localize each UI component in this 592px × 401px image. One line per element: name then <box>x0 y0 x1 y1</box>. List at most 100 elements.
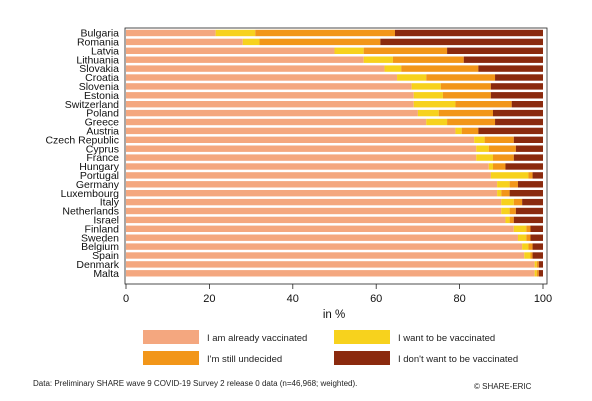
x-tick-label-80: 80 <box>453 293 465 305</box>
bar-row-italy <box>126 198 543 206</box>
bar-segment-slovakia-i-m-still-undecided <box>401 65 479 72</box>
bar-row-sweden <box>126 234 543 241</box>
bar-segment-croatia-i-want-to-be-vaccinated <box>397 74 427 81</box>
bar-segment-france-i-don-t-want-to-be-vaccinated <box>513 154 543 161</box>
bar-segment-switzerland-i-am-already-vaccinated <box>126 101 414 108</box>
country-label-croatia: Croatia <box>85 72 119 84</box>
bar-segment-france-i-want-to-be-vaccinated <box>476 154 493 161</box>
source-note: Data: Preliminary SHARE wave 9 COVID-19 … <box>33 379 357 388</box>
country-label-austria: Austria <box>86 126 119 138</box>
bar-segment-hungary-i-want-to-be-vaccinated <box>488 163 493 170</box>
bar-segment-croatia-i-don-t-want-to-be-vaccinated <box>495 74 543 81</box>
bar-row-romania <box>126 38 543 46</box>
bar-row-slovakia <box>126 65 543 72</box>
bar-segment-israel-i-want-to-be-vaccinated <box>505 216 510 224</box>
bar-segment-austria-i-m-still-undecided <box>461 127 479 135</box>
bar-segment-romania-i-m-still-undecided <box>259 38 381 46</box>
bar-segment-poland-i-am-already-vaccinated <box>126 109 418 117</box>
legend-swatch-undecided <box>143 351 199 365</box>
bar-row-lithuania <box>126 56 543 63</box>
country-label-lithuania: Lithuania <box>76 54 119 66</box>
legend-label-dont-want-vaccinated: I don't want to be vaccinated <box>398 354 518 365</box>
bar-segment-poland-i-don-t-want-to-be-vaccinated <box>492 109 543 117</box>
country-label-luxembourg: Luxembourg <box>61 188 120 200</box>
bar-segment-hungary-i-am-already-vaccinated <box>126 163 489 170</box>
bar-segment-cyprus-i-am-already-vaccinated <box>126 145 477 152</box>
bar-segment-cyprus-i-m-still-undecided <box>488 145 516 152</box>
bars <box>126 29 543 277</box>
x-axis: 0 20 40 60 80 100 <box>123 284 552 305</box>
country-label-israel: Israel <box>93 215 119 227</box>
bar-row-denmark <box>126 261 543 268</box>
x-tick-label-40: 40 <box>287 293 299 305</box>
bar-segment-austria-i-am-already-vaccinated <box>126 127 456 135</box>
bar-row-croatia <box>126 74 543 81</box>
bar-segment-czech-republic-i-am-already-vaccinated <box>126 136 475 143</box>
bar-row-poland <box>126 109 543 117</box>
country-label-italy: Italy <box>100 197 120 209</box>
country-label-malta: Malta <box>93 268 119 280</box>
bar-segment-spain-i-am-already-vaccinated <box>126 252 525 259</box>
bar-segment-france-i-m-still-undecided <box>492 154 514 161</box>
bar-row-spain <box>126 252 543 259</box>
bar-row-netherlands <box>126 207 543 215</box>
bar-segment-italy-i-am-already-vaccinated <box>126 198 502 206</box>
bar-segment-bulgaria-i-am-already-vaccinated <box>126 29 216 37</box>
bar-segment-malta-i-am-already-vaccinated <box>126 270 535 277</box>
x-tick-label-20: 20 <box>203 293 215 305</box>
country-label-netherlands: Netherlands <box>62 206 119 218</box>
bar-segment-israel-i-am-already-vaccinated <box>126 216 506 224</box>
bar-segment-slovenia-i-m-still-undecided <box>440 83 491 90</box>
bar-row-switzerland <box>126 101 543 108</box>
bar-segment-poland-i-m-still-undecided <box>438 109 493 117</box>
bar-segment-austria-i-want-to-be-vaccinated <box>455 127 462 135</box>
bar-segment-austria-i-don-t-want-to-be-vaccinated <box>478 127 543 135</box>
bar-row-cyprus <box>126 145 543 152</box>
bar-segment-italy-i-want-to-be-vaccinated <box>501 198 514 206</box>
bar-segment-malta-i-want-to-be-vaccinated <box>534 270 537 277</box>
bar-segment-netherlands-i-m-still-undecided <box>509 207 516 215</box>
legend: I am already vaccinated I want to be vac… <box>143 330 518 365</box>
bar-segment-slovenia-i-am-already-vaccinated <box>126 83 412 90</box>
bar-segment-netherlands-i-am-already-vaccinated <box>126 207 502 215</box>
bar-segment-belgium-i-am-already-vaccinated <box>126 243 523 250</box>
bar-segment-romania-i-am-already-vaccinated <box>126 38 243 46</box>
country-label-slovakia: Slovakia <box>79 63 119 75</box>
bar-segment-sweden-i-m-still-undecided <box>526 234 531 241</box>
country-labels: BulgariaRomaniaLatviaLithuaniaSlovakiaCr… <box>45 28 119 280</box>
bar-segment-slovenia-i-want-to-be-vaccinated <box>411 83 441 90</box>
bar-segment-finland-i-am-already-vaccinated <box>126 225 514 232</box>
bar-segment-italy-i-m-still-undecided <box>513 198 523 206</box>
bar-segment-denmark-i-want-to-be-vaccinated <box>534 261 537 268</box>
country-label-switzerland: Switzerland <box>65 99 119 111</box>
bar-segment-latvia-i-m-still-undecided <box>363 47 448 54</box>
bar-row-latvia <box>126 47 543 54</box>
country-label-greece: Greece <box>85 117 120 129</box>
bar-row-slovenia <box>126 83 543 90</box>
bar-segment-poland-i-want-to-be-vaccinated <box>417 109 439 117</box>
bar-segment-bulgaria-i-don-t-want-to-be-vaccinated <box>394 29 543 37</box>
bar-row-austria <box>126 127 543 135</box>
bar-row-finland <box>126 225 543 232</box>
bar-segment-netherlands-i-don-t-want-to-be-vaccinated <box>515 207 543 215</box>
bar-segment-spain-i-want-to-be-vaccinated <box>524 252 531 259</box>
bar-segment-lithuania-i-am-already-vaccinated <box>126 56 364 63</box>
bar-segment-finland-i-don-t-want-to-be-vaccinated <box>530 225 543 232</box>
bar-segment-croatia-i-m-still-undecided <box>426 74 496 81</box>
bar-segment-switzerland-i-m-still-undecided <box>455 101 512 108</box>
bar-segment-luxembourg-i-am-already-vaccinated <box>126 190 498 197</box>
bar-segment-switzerland-i-want-to-be-vaccinated <box>413 101 456 108</box>
copyright-credit: © SHARE-ERIC <box>474 382 532 391</box>
bar-segment-estonia-i-want-to-be-vaccinated <box>413 92 443 99</box>
bar-segment-italy-i-don-t-want-to-be-vaccinated <box>522 198 543 206</box>
bar-row-bulgaria <box>126 29 543 37</box>
legend-swatch-dont-want-vaccinated <box>334 351 390 365</box>
bar-segment-croatia-i-am-already-vaccinated <box>126 74 398 81</box>
bar-segment-germany-i-want-to-be-vaccinated <box>497 181 510 188</box>
bar-row-germany <box>126 181 543 188</box>
bar-row-portugal <box>126 172 543 179</box>
bar-segment-netherlands-i-want-to-be-vaccinated <box>501 207 510 215</box>
bar-segment-finland-i-m-still-undecided <box>526 225 531 232</box>
bar-segment-israel-i-m-still-undecided <box>509 216 514 224</box>
